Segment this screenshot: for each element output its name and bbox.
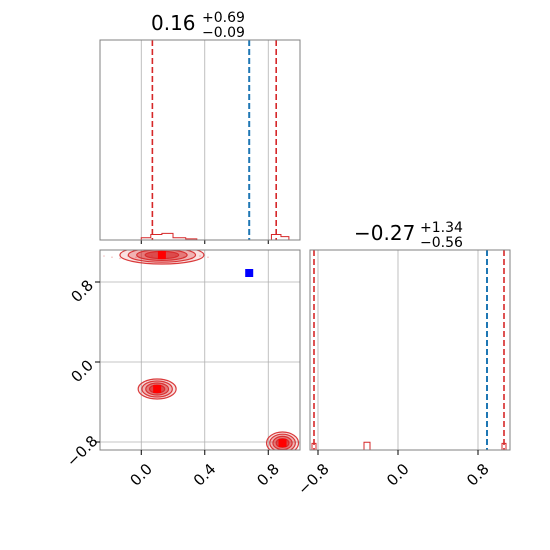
sample-point: [143, 257, 145, 260]
sample-point: [199, 255, 201, 257]
sample-point: [111, 256, 113, 259]
panel-frame: [309, 249, 511, 451]
x-tick-label: 0.0: [383, 460, 413, 490]
panel-background: [100, 250, 300, 450]
param1-title-upper: +0.69: [202, 10, 245, 26]
x-ticks: −0.8 0.0 0.8: [294, 450, 493, 499]
y-ticks: −0.8 0.0 0.8: [63, 276, 101, 470]
param2-title: −0.27: [354, 221, 415, 245]
x-tick-label: 0.0: [126, 460, 156, 490]
panel-background: [100, 40, 300, 240]
sample-point: [127, 255, 129, 257]
mode-marker: [153, 385, 162, 393]
x-tick-label: 0.8: [463, 460, 493, 490]
sample-point: [207, 256, 209, 259]
sample-point: [175, 255, 177, 257]
y-tick-label: −0.8: [63, 432, 101, 470]
param2-title-lower: −0.56: [420, 235, 463, 251]
y-tick-label: 0.8: [67, 276, 97, 306]
marginal-panel-param1: 0.16 +0.69 −0.09: [99, 10, 301, 244]
marginal-panel-param2: −0.8 0.0 0.8 −0.27 +1.34 −0.56: [294, 220, 511, 499]
param1-title: 0.16: [151, 11, 196, 35]
x-tick-label: 0.8: [253, 460, 283, 490]
sample-point: [151, 255, 153, 257]
x-tick-label: 0.4: [190, 460, 220, 490]
histogram: [310, 441, 510, 451]
sample-point: [191, 257, 193, 260]
mode-marker: [278, 439, 287, 447]
gridlines: [317, 250, 479, 450]
sample-point: [135, 256, 137, 259]
x-tick-label: −0.8: [294, 460, 332, 498]
x-ticks: 0.0 0.4 0.8: [126, 450, 283, 490]
panel-frame: [99, 249, 301, 451]
quantile-and-truth-lines: [151, 40, 277, 240]
param1-median: 0.16: [151, 11, 196, 35]
markers: [153, 251, 287, 447]
sample-point: [183, 256, 185, 259]
panel-background: [310, 250, 510, 450]
sample-point: [103, 255, 105, 257]
panel-frame: [99, 39, 301, 241]
y-tick-label: 0.0: [67, 356, 97, 386]
sample-point: [167, 257, 169, 260]
histogram-step: [310, 441, 510, 451]
quantile-and-truth-lines: [313, 250, 505, 450]
joint-density-panel: 0.0 0.4 0.8 −0.8 0.0 0.8: [63, 249, 301, 490]
gridlines: [140, 40, 269, 244]
histogram: [100, 232, 300, 241]
param2-median: −0.27: [354, 221, 415, 245]
mode-marker: [157, 251, 166, 259]
param2-title-upper: +1.34: [420, 220, 463, 236]
sample-point: [119, 257, 121, 260]
histogram-step: [100, 232, 300, 241]
gridlines: [100, 250, 300, 450]
truth-marker: [245, 269, 254, 277]
param1-title-lower: −0.09: [202, 25, 245, 41]
